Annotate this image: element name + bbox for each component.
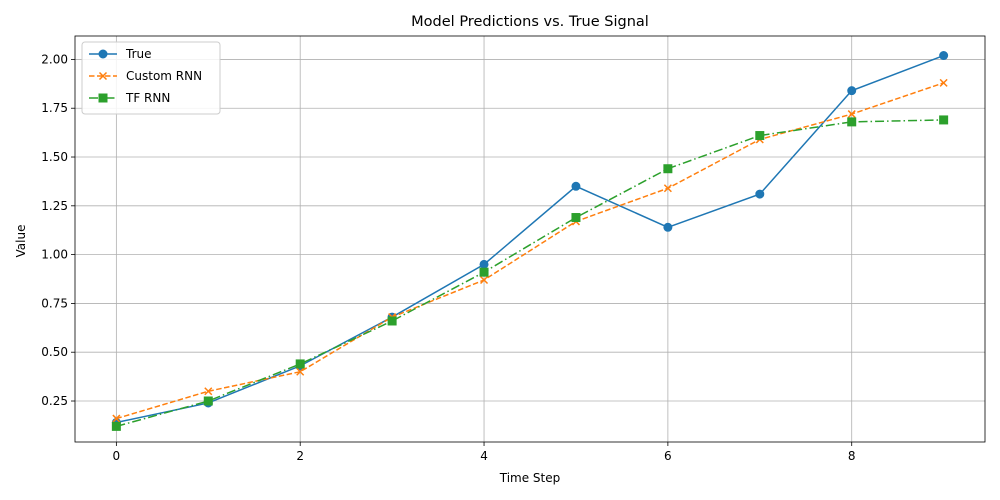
data-point-true (663, 222, 673, 232)
legend-item-tf-rnn[interactable]: TF RNN (89, 91, 170, 105)
data-point-tf-rnn (479, 267, 489, 277)
data-point-custom-rnn (480, 275, 489, 285)
chart-title: Model Predictions vs. True Signal (411, 14, 649, 30)
y-tick-label: 1.25 (41, 199, 68, 213)
y-tick-label: 1.75 (41, 101, 68, 115)
series-line-tf-rnn (116, 119, 944, 428)
data-point-custom-rnn (112, 414, 121, 423)
data-point-tf-rnn (847, 117, 857, 127)
data-point-tf-rnn (939, 115, 949, 125)
y-axis-label: Value (14, 225, 28, 258)
data-point-tf-rnn (571, 213, 581, 223)
y-tick-label: 0.50 (41, 345, 68, 359)
ticks: 0 2 4 6 8 0.25 0.50 0.75 1.00 1.25 1.50 1.75 2.00 (41, 52, 855, 463)
data-point-custom-rnn (847, 110, 856, 119)
data-point-tf-rnn (295, 359, 305, 369)
data-point-custom-rnn (663, 184, 672, 193)
legend-marker-true (98, 49, 108, 59)
grid (75, 36, 985, 442)
legend-label-true: True (125, 47, 152, 61)
legend-label-custom-rnn: Custom RNN (126, 69, 202, 83)
x-tick-label: 8 (848, 449, 856, 463)
series-layer (111, 51, 949, 431)
series-true (111, 51, 949, 427)
legend-marker-custom-rnn (98, 71, 108, 81)
data-point-custom-rnn (939, 78, 948, 87)
data-point-tf-rnn (755, 131, 765, 141)
series-tf-rnn (111, 115, 949, 431)
x-axis-label: Time Step (499, 471, 561, 485)
data-point-tf-rnn (663, 164, 673, 174)
data-point-tf-rnn (111, 421, 121, 431)
data-point-true (755, 189, 765, 199)
legend-marker-tf-rnn (98, 93, 108, 103)
data-point-custom-rnn (296, 367, 305, 376)
data-point-true (847, 86, 857, 96)
data-point-true (571, 181, 581, 191)
legend-item-custom-rnn[interactable]: Custom RNN (89, 69, 202, 83)
x-tick-label: 2 (296, 449, 304, 463)
data-point-custom-rnn (204, 387, 213, 396)
data-point-tf-rnn (387, 316, 397, 326)
series-custom-rnn (112, 78, 948, 423)
data-point-tf-rnn (203, 396, 213, 406)
series-line-custom-rnn (116, 82, 944, 420)
y-tick-label: 0.25 (41, 394, 68, 408)
legend[interactable]: True Custom RNN TF RNN (81, 41, 221, 115)
x-tick-label: 0 (113, 449, 121, 463)
data-point-true (479, 259, 489, 269)
x-tick-label: 6 (664, 449, 672, 463)
data-point-true (939, 51, 949, 61)
legend-item-true[interactable]: True (89, 47, 152, 61)
series-line-true (116, 54, 944, 424)
plot-frame (74, 35, 986, 443)
y-tick-label: 0.75 (41, 296, 68, 310)
x-tick-label: 4 (480, 449, 488, 463)
y-tick-label: 1.50 (41, 150, 68, 164)
y-tick-label: 2.00 (41, 52, 68, 66)
y-tick-label: 1.00 (41, 248, 68, 262)
legend-label-tf-rnn: TF RNN (125, 91, 170, 105)
legend-box (81, 41, 221, 115)
